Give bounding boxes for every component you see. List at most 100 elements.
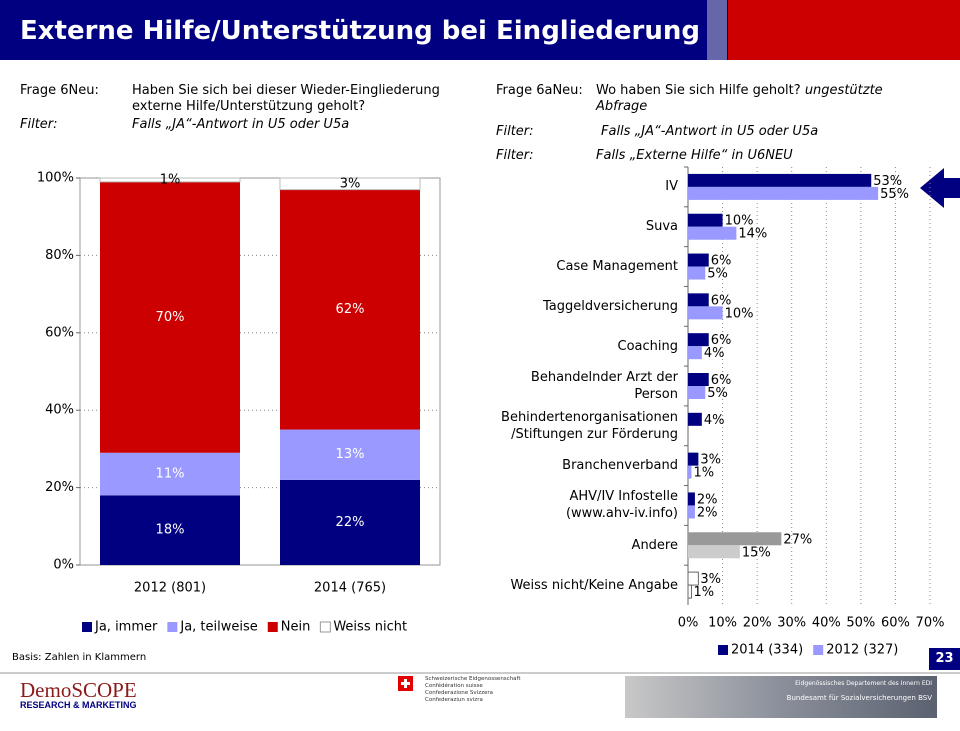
bar (688, 505, 695, 519)
bar-segment (279, 177, 421, 191)
page-number-box (929, 648, 960, 670)
bar (688, 186, 879, 200)
category-label: IV (665, 179, 678, 195)
category-label: Case Management (556, 259, 678, 275)
confederation-line: Confederaziun svizra (425, 697, 483, 703)
confederation-line: Schweizerische Eidgenossenschaft (425, 676, 521, 682)
legend-swatch (813, 645, 824, 655)
page-number: 23 (935, 651, 954, 666)
x-tick-label: 10% (708, 616, 737, 631)
value-label: 5% (707, 386, 728, 401)
y-tick-label: 60% (45, 325, 74, 340)
category-label: Suva (645, 219, 678, 235)
bar (688, 333, 709, 347)
question-label: Frage 6aNeu: (496, 83, 583, 98)
value-label: 2% (697, 505, 718, 520)
bar (688, 293, 709, 307)
bar-segment (100, 181, 240, 453)
value-label: 1% (693, 585, 714, 600)
y-tick-label: 80% (45, 248, 74, 263)
filter-label: Filter: (496, 124, 534, 139)
legend-swatch (267, 622, 278, 632)
bar (688, 492, 695, 506)
value-label: 15% (742, 545, 771, 560)
legend-swatch (718, 645, 728, 655)
value-label: 1% (160, 172, 181, 187)
category-label: Coaching (617, 338, 679, 354)
question: Wo haben Sie sich Hilfe geholt? ungestüt… (596, 83, 926, 115)
value-label: 6% (711, 254, 732, 269)
title-red-block (728, 0, 960, 60)
bar (687, 584, 692, 599)
value-label: 6% (711, 373, 732, 388)
bar (687, 571, 699, 586)
x-tick-label: 30% (777, 616, 806, 631)
question-label: Frage 6Neu: (20, 83, 99, 98)
bar (688, 213, 723, 227)
filter-label: Filter: (496, 148, 534, 163)
value-label: 14% (738, 227, 767, 242)
category-label: Behandelnder Arzt der Person (530, 370, 678, 402)
legend-swatch (82, 622, 92, 632)
bar-segment (280, 189, 420, 430)
basis-note: Basis: Zahlen in Klammern (12, 652, 147, 663)
y-tick-label: 100% (37, 171, 74, 186)
y-tick-label: 40% (45, 403, 74, 418)
bar (688, 306, 723, 320)
category-label: Weiss nicht/Keine Angabe (510, 577, 678, 593)
value-label: 4% (704, 346, 725, 361)
bar-segment (100, 495, 240, 565)
footer-banner (625, 676, 937, 718)
bar (688, 532, 782, 546)
department: Eidgenössisches Departement des Innern E… (795, 680, 932, 687)
x-tick-label: 50% (846, 616, 875, 631)
question-note: ungestützte Abfrage (596, 83, 883, 114)
value-label: 6% (711, 293, 732, 308)
value-label: 3% (700, 572, 721, 587)
value-label: 10% (725, 306, 754, 321)
question-text: Wo haben Sie sich Hilfe geholt? (596, 83, 801, 98)
category-label: Taggeldversicherung (542, 298, 678, 314)
y-tick-label: 0% (53, 558, 74, 573)
bar (688, 412, 702, 426)
value-label: 70% (156, 310, 185, 325)
question: Haben Sie sich bei dieser Wieder-Einglie… (132, 83, 440, 114)
legend-label: Nein (281, 620, 311, 635)
category-label: AHV/IV Infostelle (www.ahv-iv.info) (565, 489, 678, 522)
bar-segment (280, 429, 420, 480)
category-label: Andere (631, 537, 678, 553)
value-label: 1% (693, 466, 714, 481)
title-accent (707, 0, 727, 60)
bar (688, 346, 702, 360)
bar (688, 173, 872, 187)
bar (688, 266, 706, 280)
highlight-arrow (920, 168, 960, 208)
value-label: 11% (156, 467, 185, 482)
x-tick-label: 20% (743, 616, 772, 631)
legend-label: 2012 (327) (826, 643, 898, 658)
value-label: 3% (700, 453, 721, 468)
filter: Falls „JA“-Antwort in U5 oder U5a (132, 117, 350, 132)
value-label: 18% (156, 523, 185, 538)
value-label: 6% (711, 333, 732, 348)
bar (688, 545, 740, 559)
filter-label: Filter: (20, 117, 58, 132)
bar (688, 226, 737, 240)
value-label: 22% (336, 515, 365, 530)
swiss-cross (401, 682, 410, 685)
y-tick-label: 20% (45, 480, 74, 495)
legend-swatch (167, 622, 178, 632)
bar (688, 386, 706, 399)
value-label: 2% (697, 492, 718, 507)
value-label: 4% (704, 413, 725, 428)
bar-segment (280, 479, 420, 565)
x-tick-label: 2012 (801) (134, 581, 206, 596)
value-label: 5% (707, 267, 728, 282)
x-tick-label: 40% (812, 616, 841, 631)
value-label: 27% (783, 532, 812, 547)
bar (688, 465, 692, 479)
value-label: 3% (340, 176, 361, 191)
confederation: Schweizerische Eidgenossenschaft Confédé… (425, 676, 521, 704)
